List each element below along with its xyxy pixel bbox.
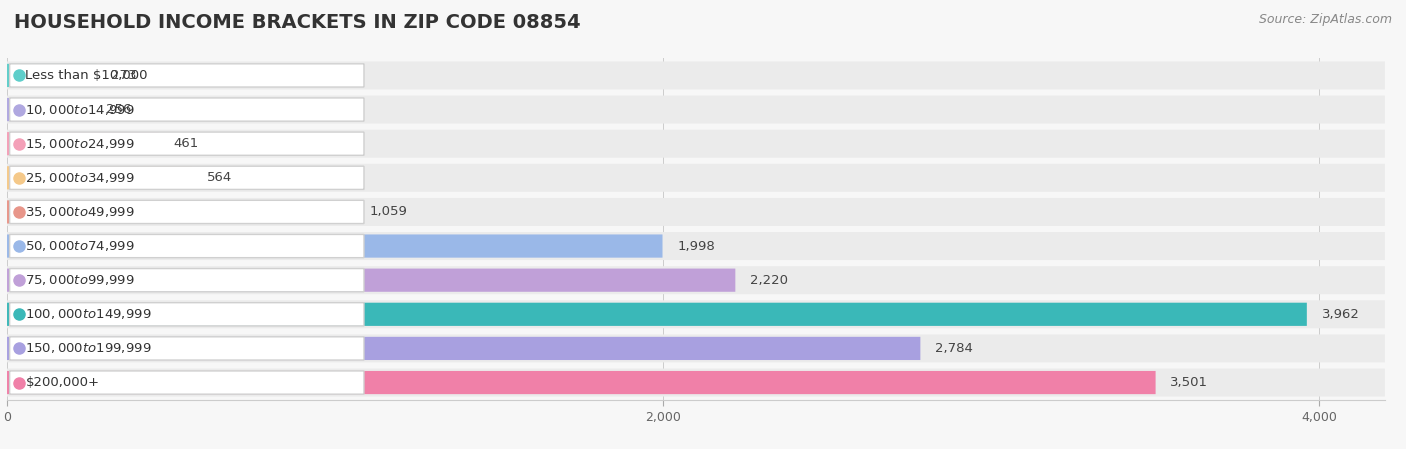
FancyBboxPatch shape <box>10 269 364 292</box>
Text: $75,000 to $99,999: $75,000 to $99,999 <box>25 273 135 287</box>
Text: 461: 461 <box>173 137 198 150</box>
FancyBboxPatch shape <box>7 166 193 189</box>
FancyBboxPatch shape <box>7 132 159 155</box>
Text: 564: 564 <box>207 172 232 184</box>
FancyBboxPatch shape <box>10 98 364 121</box>
FancyBboxPatch shape <box>7 232 1385 260</box>
Text: $50,000 to $74,999: $50,000 to $74,999 <box>25 239 135 253</box>
FancyBboxPatch shape <box>7 62 1385 89</box>
FancyBboxPatch shape <box>7 303 1306 326</box>
Text: 1,059: 1,059 <box>370 206 408 218</box>
FancyBboxPatch shape <box>10 234 364 258</box>
FancyBboxPatch shape <box>7 371 1156 394</box>
Text: HOUSEHOLD INCOME BRACKETS IN ZIP CODE 08854: HOUSEHOLD INCOME BRACKETS IN ZIP CODE 08… <box>14 13 581 32</box>
FancyBboxPatch shape <box>10 132 364 155</box>
FancyBboxPatch shape <box>7 337 921 360</box>
FancyBboxPatch shape <box>10 371 364 394</box>
Text: $10,000 to $14,999: $10,000 to $14,999 <box>25 102 135 117</box>
Text: 3,501: 3,501 <box>1170 376 1208 389</box>
Text: 256: 256 <box>105 103 131 116</box>
FancyBboxPatch shape <box>7 300 1385 328</box>
FancyBboxPatch shape <box>7 266 1385 294</box>
Text: $100,000 to $149,999: $100,000 to $149,999 <box>25 307 152 321</box>
FancyBboxPatch shape <box>10 303 364 326</box>
FancyBboxPatch shape <box>7 96 1385 123</box>
Text: 273: 273 <box>111 69 136 82</box>
FancyBboxPatch shape <box>7 98 91 121</box>
FancyBboxPatch shape <box>7 234 662 258</box>
Text: $200,000+: $200,000+ <box>25 376 100 389</box>
FancyBboxPatch shape <box>7 164 1385 192</box>
FancyBboxPatch shape <box>7 369 1385 396</box>
FancyBboxPatch shape <box>7 130 1385 158</box>
FancyBboxPatch shape <box>7 335 1385 362</box>
Text: $35,000 to $49,999: $35,000 to $49,999 <box>25 205 135 219</box>
Text: Source: ZipAtlas.com: Source: ZipAtlas.com <box>1258 13 1392 26</box>
Text: 2,220: 2,220 <box>751 274 789 286</box>
FancyBboxPatch shape <box>10 337 364 360</box>
FancyBboxPatch shape <box>10 200 364 224</box>
FancyBboxPatch shape <box>7 269 735 292</box>
FancyBboxPatch shape <box>10 166 364 189</box>
Text: 3,962: 3,962 <box>1322 308 1360 321</box>
FancyBboxPatch shape <box>7 198 1385 226</box>
Text: $15,000 to $24,999: $15,000 to $24,999 <box>25 136 135 151</box>
FancyBboxPatch shape <box>7 64 97 87</box>
Text: 2,784: 2,784 <box>935 342 973 355</box>
Text: 1,998: 1,998 <box>678 240 716 252</box>
Text: $25,000 to $34,999: $25,000 to $34,999 <box>25 171 135 185</box>
FancyBboxPatch shape <box>7 200 354 224</box>
Text: Less than $10,000: Less than $10,000 <box>25 69 148 82</box>
FancyBboxPatch shape <box>10 64 364 87</box>
Text: $150,000 to $199,999: $150,000 to $199,999 <box>25 341 152 356</box>
